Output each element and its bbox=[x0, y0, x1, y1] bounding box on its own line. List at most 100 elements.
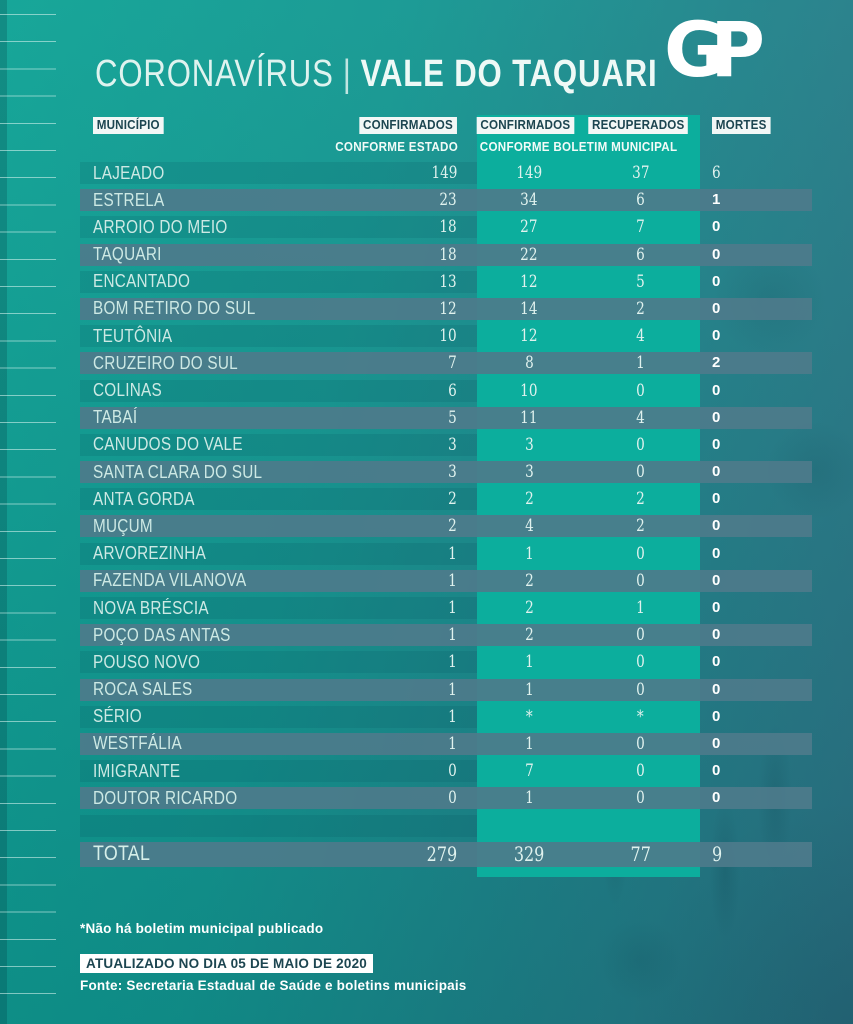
table-row: CANUDOS DO VALE 3 3 0 0 bbox=[80, 433, 812, 456]
municipal-confirmados-cell: 2 bbox=[477, 625, 581, 645]
municipality-cell: SANTA CLARA DO SUL bbox=[80, 462, 393, 483]
table-row: POUSO NOVO 1 1 0 0 bbox=[80, 651, 812, 674]
header-confirmados-estado: CONFIRMADOS bbox=[359, 117, 457, 134]
recuperados-value: 6 bbox=[636, 244, 645, 265]
mortes-cell: 0 bbox=[700, 409, 812, 427]
mortes-cell: 0 bbox=[700, 463, 812, 481]
municipality-cell: NOVA BRÉSCIA bbox=[80, 598, 393, 619]
estado-confirmados-cell: 149 bbox=[393, 163, 457, 183]
municipality-cell: ARROIO DO MEIO bbox=[80, 217, 393, 238]
recuperados-cell: 7 bbox=[581, 217, 700, 237]
estado-confirmados-value: 18 bbox=[439, 244, 457, 265]
estado-confirmados-value: 1 bbox=[448, 625, 457, 646]
municipal-confirmados-value: 2 bbox=[524, 598, 534, 618]
municipal-confirmados-value: 14 bbox=[520, 298, 538, 319]
municipal-confirmados-value: 4 bbox=[524, 516, 534, 537]
header-confirmados-municipal: CONFIRMADOS bbox=[476, 117, 574, 134]
municipal-confirmados-value: * bbox=[525, 706, 533, 727]
municipality-name: TEUTÔNIA bbox=[93, 325, 173, 346]
total-confirmados-cell: 329 bbox=[477, 842, 581, 866]
mortes-value: 0 bbox=[712, 707, 721, 725]
municipality-cell: ANTA GORDA bbox=[80, 489, 393, 510]
estado-confirmados-value: 1 bbox=[448, 570, 457, 591]
municipal-confirmados-cell: 1 bbox=[477, 652, 581, 672]
municipal-confirmados-value: 3 bbox=[524, 434, 534, 455]
estado-confirmados-value: 23 bbox=[439, 190, 457, 211]
estado-confirmados-cell: 7 bbox=[393, 353, 457, 373]
table-row: CRUZEIRO DO SUL 7 8 1 2 bbox=[80, 352, 812, 375]
recuperados-cell: 37 bbox=[581, 163, 700, 183]
municipality-name: ARVOREZINHA bbox=[93, 543, 207, 564]
recuperados-value: 37 bbox=[631, 163, 650, 183]
municipal-confirmados-value: 1 bbox=[524, 788, 534, 809]
mortes-value: 6 bbox=[712, 163, 721, 183]
recuperados-cell: 2 bbox=[581, 516, 700, 536]
table-rows: LAJEADO 149 149 37 6 ESTRELA 23 34 6 1 bbox=[80, 162, 812, 837]
municipality-name: TAQUARI bbox=[93, 244, 162, 265]
estado-confirmados-cell: 5 bbox=[393, 408, 457, 428]
source-credit: Fonte: Secretaria Estadual de Saúde e bo… bbox=[80, 978, 467, 993]
table-row: FAZENDA VILANOVA 1 2 0 0 bbox=[80, 569, 812, 592]
recuperados-value: 7 bbox=[636, 217, 645, 238]
municipality-name: ESTRELA bbox=[93, 189, 165, 210]
municipal-confirmados-value: 12 bbox=[520, 271, 538, 292]
mortes-value: 0 bbox=[712, 435, 721, 453]
recuperados-cell: 2 bbox=[581, 489, 700, 509]
mortes-value: 0 bbox=[712, 734, 721, 752]
estado-confirmados-value: 149 bbox=[431, 163, 457, 183]
mortes-cell: 0 bbox=[700, 572, 812, 590]
mortes-value: 0 bbox=[712, 490, 721, 508]
recuperados-cell: 5 bbox=[581, 272, 700, 292]
mortes-cell: 0 bbox=[700, 626, 812, 644]
municipality-name: CANUDOS DO VALE bbox=[93, 434, 243, 455]
recuperados-value: 2 bbox=[636, 516, 645, 537]
recuperados-cell: 1 bbox=[581, 598, 700, 618]
municipal-confirmados-cell: 1 bbox=[477, 680, 581, 700]
recuperados-value: 0 bbox=[636, 543, 645, 564]
recuperados-value: 4 bbox=[636, 407, 645, 428]
municipality-cell: MUÇUM bbox=[80, 516, 393, 537]
municipal-confirmados-cell: 14 bbox=[477, 299, 581, 319]
table-row: TEUTÔNIA 10 12 4 0 bbox=[80, 325, 812, 348]
municipality-name: BOM RETIRO DO SUL bbox=[93, 298, 256, 319]
mortes-value: 0 bbox=[712, 327, 721, 345]
mortes-cell: 0 bbox=[700, 490, 812, 508]
municipality-name: IMIGRANTE bbox=[93, 760, 181, 781]
mortes-value: 0 bbox=[712, 626, 721, 644]
table-row: ESTRELA 23 34 6 1 bbox=[80, 189, 812, 212]
municipality-name: WESTFÁLIA bbox=[93, 733, 183, 754]
table-row: BOM RETIRO DO SUL 12 14 2 0 bbox=[80, 297, 812, 320]
municipality-cell: WESTFÁLIA bbox=[80, 733, 393, 754]
estado-confirmados-value: 1 bbox=[448, 543, 457, 564]
municipal-confirmados-cell: 22 bbox=[477, 245, 581, 265]
municipality-name: COLINAS bbox=[93, 380, 162, 400]
title-region: VALE DO TAQUARI bbox=[360, 53, 658, 95]
municipality-cell: SÉRIO bbox=[80, 706, 393, 727]
mortes-value: 0 bbox=[712, 381, 721, 399]
municipality-name: NOVA BRÉSCIA bbox=[93, 597, 209, 618]
mortes-cell: 0 bbox=[700, 218, 812, 236]
municipal-confirmados-value: 149 bbox=[516, 163, 542, 183]
municipality-name: POUSO NOVO bbox=[93, 651, 201, 672]
recuperados-value: 0 bbox=[636, 761, 645, 782]
recuperados-value: 2 bbox=[636, 489, 645, 510]
mortes-cell: 0 bbox=[700, 653, 812, 671]
estado-confirmados-value: 1 bbox=[448, 598, 457, 618]
estado-confirmados-value: 5 bbox=[448, 407, 457, 428]
table-row: COLINAS 6 10 0 0 bbox=[80, 379, 812, 402]
estado-confirmados-cell: 1 bbox=[393, 680, 457, 700]
total-recuperados-value: 77 bbox=[630, 842, 651, 867]
recuperados-value: 0 bbox=[636, 652, 645, 673]
mortes-cell: 0 bbox=[700, 517, 812, 535]
total-mortes-value: 9 bbox=[712, 842, 723, 867]
estado-confirmados-value: 2 bbox=[448, 489, 457, 510]
recuperados-cell: 0 bbox=[581, 544, 700, 564]
total-label-cell: TOTAL bbox=[80, 842, 393, 866]
estado-confirmados-cell: 13 bbox=[393, 272, 457, 292]
municipality-cell: DOUTOR RICARDO bbox=[80, 788, 393, 809]
municipal-confirmados-cell: * bbox=[477, 707, 581, 727]
municipal-confirmados-value: 10 bbox=[520, 380, 538, 401]
municipal-confirmados-cell: 34 bbox=[477, 190, 581, 210]
estado-confirmados-cell: 3 bbox=[393, 435, 457, 455]
recuperados-cell: 0 bbox=[581, 680, 700, 700]
